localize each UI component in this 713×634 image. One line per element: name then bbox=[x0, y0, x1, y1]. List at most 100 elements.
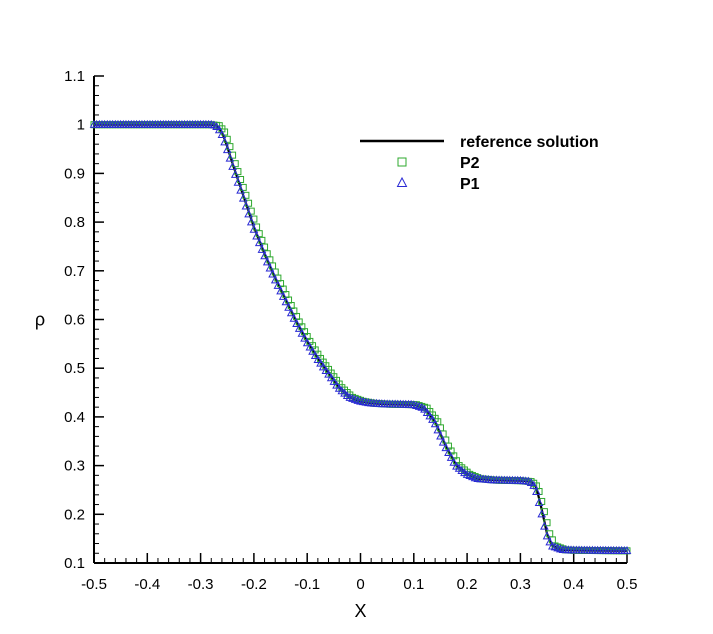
legend-label: P2 bbox=[460, 155, 480, 172]
x-tick-label: 0.4 bbox=[563, 576, 584, 593]
p1-point bbox=[300, 333, 309, 342]
p1-point bbox=[532, 487, 541, 495]
p1-point bbox=[212, 122, 221, 131]
p1-point bbox=[236, 185, 245, 194]
p1-point bbox=[294, 323, 304, 332]
x-tick-label: -0.2 bbox=[241, 576, 267, 593]
p1-point bbox=[230, 169, 240, 178]
plot-area bbox=[89, 119, 632, 555]
series-p2-markers bbox=[90, 121, 631, 555]
p1-point bbox=[276, 286, 285, 295]
p1-point bbox=[292, 319, 301, 327]
p1-point bbox=[270, 275, 280, 284]
p1-point bbox=[241, 201, 251, 210]
x-tick-label: 0.2 bbox=[457, 576, 478, 593]
p1-point bbox=[225, 153, 235, 162]
ticks: -0.5 -0.4 -0.3 -0.2 -0.1 0 0.1 0.2 0.3 0.4 0.5 0.1 0… bbox=[64, 68, 637, 593]
p1-point bbox=[260, 251, 269, 260]
x-tick-label: 0.3 bbox=[510, 576, 531, 593]
p1-point bbox=[310, 351, 320, 360]
p1-point bbox=[316, 358, 325, 367]
p1-point bbox=[446, 452, 456, 461]
reference-solution-line bbox=[94, 123, 628, 552]
p1-point bbox=[529, 480, 539, 489]
p1-point bbox=[313, 355, 323, 364]
y-tick-label: 0.7 bbox=[64, 263, 85, 280]
p1-point bbox=[425, 411, 435, 420]
p1-point bbox=[302, 338, 312, 347]
p1-point bbox=[228, 161, 237, 170]
p1-point bbox=[273, 280, 283, 289]
p1-point bbox=[265, 263, 275, 272]
p1-point bbox=[249, 224, 259, 233]
p1-point bbox=[430, 419, 440, 428]
p1-point bbox=[318, 362, 328, 371]
p1-point bbox=[526, 477, 536, 486]
p1-point bbox=[220, 137, 229, 146]
y-tick-label: 0.9 bbox=[64, 165, 85, 182]
p1-point bbox=[305, 342, 315, 351]
p1-point bbox=[534, 498, 544, 506]
y-tick-label: 0.8 bbox=[64, 214, 85, 231]
p1-point bbox=[268, 269, 277, 278]
p1-point bbox=[428, 414, 437, 423]
legend-label: P1 bbox=[460, 176, 480, 193]
p1-point bbox=[278, 291, 288, 300]
p1-point bbox=[297, 328, 307, 337]
p1-point bbox=[326, 373, 336, 382]
p1-point bbox=[254, 238, 264, 247]
p1-point bbox=[545, 537, 555, 546]
x-tick-label: 0.1 bbox=[403, 576, 424, 593]
y-tick-label: 0.1 bbox=[64, 555, 85, 572]
p1-point bbox=[622, 545, 632, 554]
p1-point bbox=[252, 231, 261, 240]
p1-point bbox=[329, 376, 339, 385]
p1-point bbox=[284, 302, 293, 311]
x-tick-label: -0.4 bbox=[134, 576, 160, 593]
legend-triangle-marker bbox=[396, 176, 408, 187]
y-tick-label: 1 bbox=[77, 117, 85, 134]
legend-label: reference solution bbox=[460, 134, 599, 151]
p1-point bbox=[441, 443, 451, 452]
p1-point bbox=[281, 297, 291, 306]
p1-point bbox=[246, 217, 256, 226]
p1-point bbox=[214, 125, 224, 134]
p1-point bbox=[444, 448, 453, 457]
p1-point bbox=[217, 130, 227, 139]
y-tick-label: 0.5 bbox=[64, 360, 85, 377]
p1-point bbox=[537, 509, 547, 518]
x-tick-label: 0 bbox=[356, 576, 364, 593]
p1-point bbox=[286, 308, 296, 317]
p1-point bbox=[262, 257, 272, 266]
legend-square-marker bbox=[397, 157, 407, 167]
p1-point bbox=[540, 521, 549, 530]
p1-point bbox=[324, 369, 333, 378]
x-tick-label: -0.1 bbox=[294, 576, 320, 593]
p1-point bbox=[308, 346, 317, 355]
p1-point bbox=[422, 408, 432, 417]
y-tick-label: 1.1 bbox=[64, 68, 85, 85]
p1-point bbox=[433, 425, 443, 434]
series-p1-markers bbox=[89, 119, 632, 554]
x-tick-label: -0.3 bbox=[188, 576, 214, 593]
p1-point bbox=[233, 177, 243, 186]
p1-point bbox=[238, 193, 248, 202]
x-axis-title: X bbox=[354, 601, 366, 621]
p1-point bbox=[420, 404, 429, 413]
y-tick-label: 0.4 bbox=[64, 409, 85, 426]
p1-point bbox=[321, 366, 331, 374]
legend: reference solution P2 P1 bbox=[360, 134, 599, 193]
x-tick-label: -0.5 bbox=[81, 576, 107, 593]
p1-point bbox=[449, 457, 459, 466]
p1-point bbox=[332, 380, 341, 389]
p1-point bbox=[438, 437, 448, 446]
axes: Xρ bbox=[35, 76, 627, 621]
y-tick-label: 0.2 bbox=[64, 506, 85, 523]
y-tick-label: 0.6 bbox=[64, 312, 85, 329]
y-axis-title: ρ bbox=[35, 310, 45, 330]
x-tick-label: 0.5 bbox=[617, 576, 638, 593]
p1-point bbox=[257, 244, 267, 253]
p1-point bbox=[222, 145, 232, 154]
p1-point bbox=[436, 431, 445, 440]
